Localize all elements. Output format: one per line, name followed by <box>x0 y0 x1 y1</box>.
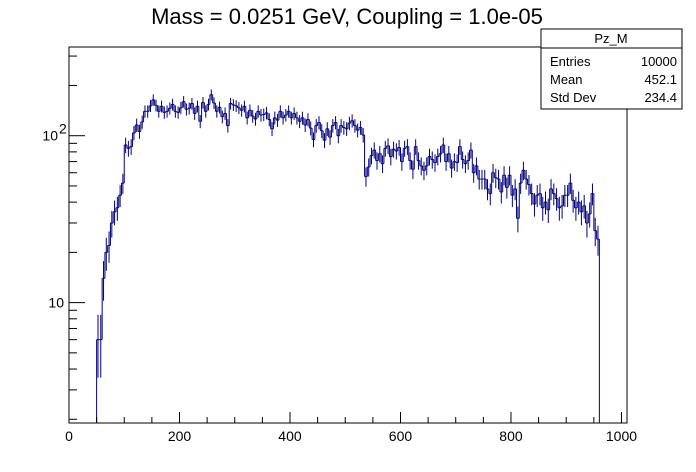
histogram-bin <box>477 165 481 190</box>
histogram-bin <box>355 123 360 138</box>
histogram-bin <box>143 105 147 122</box>
histogram-bin <box>394 143 398 160</box>
histogram-bin <box>549 179 553 210</box>
histogram-bin <box>491 163 495 194</box>
histogram-bin <box>416 146 420 170</box>
histogram-bin <box>435 148 440 166</box>
stats-entries-label: Entries <box>550 54 591 69</box>
stats-box-title: Pz_M <box>594 31 627 46</box>
histogram-bin <box>259 109 263 122</box>
histogram-bin <box>281 111 285 125</box>
histogram-bin <box>228 97 232 126</box>
histogram-bin <box>261 108 266 122</box>
histogram-series <box>96 89 600 423</box>
x-tick-label: 1000 <box>606 428 637 444</box>
histogram-bin <box>571 183 575 213</box>
histogram-bin <box>239 104 244 117</box>
histogram-bin <box>562 185 567 208</box>
x-tick-label: 200 <box>168 428 192 444</box>
histogram-bin <box>96 314 100 423</box>
y-tick-label: 10 <box>48 295 64 311</box>
x-tick-label: 800 <box>499 428 523 444</box>
histogram-bin <box>162 106 166 119</box>
stats-stddev-label: Std Dev <box>550 90 597 105</box>
x-tick-label: 600 <box>389 428 413 444</box>
histogram-bin <box>104 237 108 279</box>
histogram-bin <box>347 116 351 131</box>
histogram-bin <box>112 200 116 226</box>
histogram-bin <box>173 104 177 118</box>
histogram-bin <box>535 185 539 208</box>
stats-mean-value: 452.1 <box>644 72 677 87</box>
histogram-bin <box>297 115 302 129</box>
histogram-bin <box>579 200 583 226</box>
histogram-bin <box>283 109 288 122</box>
histogram-bin <box>402 140 407 162</box>
histogram-bin <box>314 119 318 140</box>
x-tick-label: 0 <box>65 428 73 444</box>
stats-mean-label: Mean <box>550 72 583 87</box>
histogram-bin <box>165 105 169 118</box>
stats-box-frame <box>540 28 683 110</box>
histogram-bin <box>460 146 465 169</box>
histogram-bin <box>480 169 484 190</box>
x-tick-label: 400 <box>278 428 302 444</box>
y-tick-label: 10 <box>42 128 58 144</box>
histogram-bin <box>463 155 467 174</box>
histogram-bin <box>123 137 128 184</box>
stats-box: Pz_M Entries 10000 Mean 452.1 Std Dev 23… <box>540 28 683 110</box>
stats-entries-value: 10000 <box>641 54 677 69</box>
plot-frame <box>68 46 628 424</box>
histogram-bin <box>126 140 130 157</box>
histogram-bin <box>574 196 578 221</box>
histogram-bin <box>557 196 561 221</box>
histogram-bin <box>422 161 426 181</box>
histogram-bin <box>289 111 293 125</box>
histogram-bin <box>364 134 368 187</box>
chart-title: Mass = 0.0251 GeV, Coupling = 1.0e-05 <box>151 4 543 29</box>
histogram-bin <box>167 102 172 115</box>
histogram-bin <box>272 111 277 129</box>
histogram-bin <box>383 140 387 164</box>
histogram-bin <box>330 119 335 138</box>
stats-stddev-value: 234.4 <box>644 90 677 105</box>
y-tick-exponent: 2 <box>59 121 67 137</box>
